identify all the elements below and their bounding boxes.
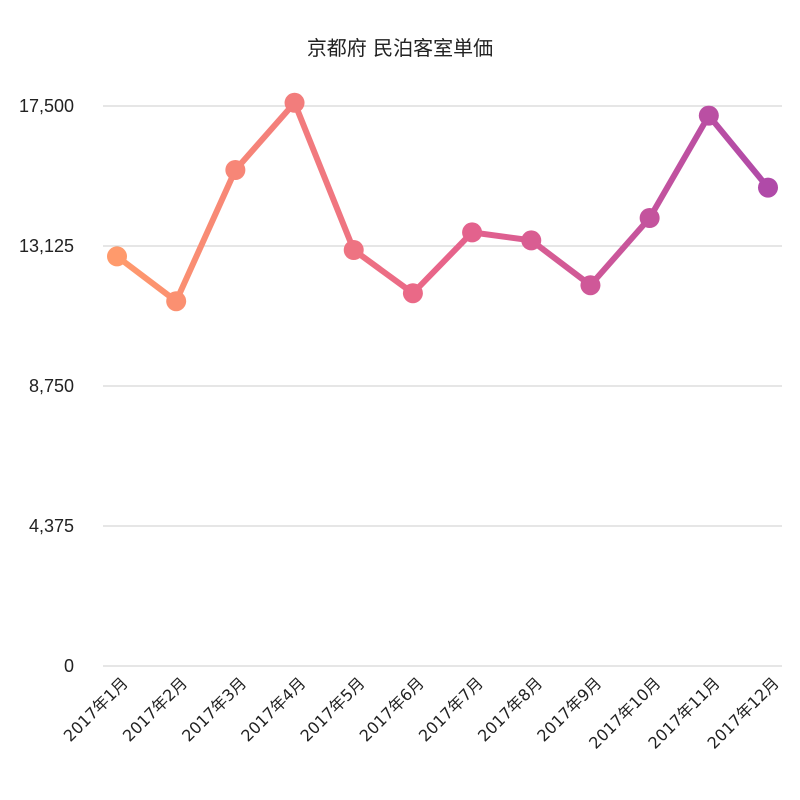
x-axis-ticks: 2017年1月2017年2月2017年3月2017年4月2017年5月2017年… xyxy=(60,673,783,752)
data-point xyxy=(698,105,719,126)
data-point xyxy=(225,160,246,180)
data-point xyxy=(639,208,660,228)
chart-title: 京都府 民泊客室単価 xyxy=(307,36,493,60)
data-point xyxy=(758,177,778,198)
data-point xyxy=(462,222,483,243)
gridlines xyxy=(103,105,782,667)
data-point xyxy=(166,291,187,312)
data-point xyxy=(580,275,601,296)
data-point xyxy=(107,246,127,267)
data-point xyxy=(402,283,423,304)
data-point xyxy=(284,92,305,113)
y-tick-label: 13,125 xyxy=(19,236,74,256)
data-point xyxy=(343,240,364,260)
y-tick-label: 17,500 xyxy=(19,96,74,116)
y-tick-label: 8,750 xyxy=(29,376,74,396)
y-tick-label: 4,375 xyxy=(29,516,74,536)
series-line xyxy=(114,99,771,305)
data-point xyxy=(521,230,542,251)
y-axis-ticks: 0 4,375 8,750 13,125 17,500 xyxy=(19,96,74,676)
series-unit-price xyxy=(107,92,778,312)
y-tick-label: 0 xyxy=(64,656,74,676)
